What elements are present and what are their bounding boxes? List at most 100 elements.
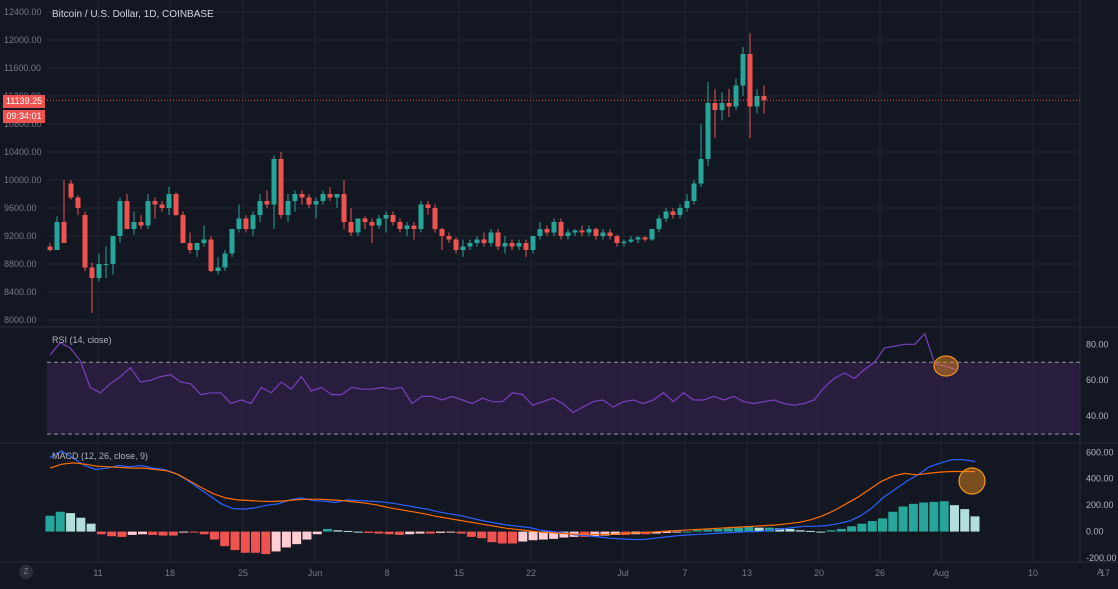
candle-body [607,232,613,236]
macd-histogram-bar [888,511,898,532]
macd-histogram-bar [281,531,291,548]
macd-histogram-bar [528,531,538,541]
candle-body [495,232,501,247]
candle-body [663,211,669,219]
macd-histogram-bar [867,521,877,532]
price-tick-label: 11600.00 [4,63,41,73]
macd-histogram-bar [559,531,569,538]
macd-histogram-bar [477,531,487,539]
macd-histogram-bar [497,531,507,544]
auto-scale-icon[interactable]: A [1096,567,1103,577]
macd-tick-label: 200.00 [1086,500,1114,510]
candle-body [481,239,487,243]
candle-body [159,204,165,208]
macd-histogram-bar [549,531,559,539]
macd-label[interactable]: MACD (12, 26, close, 9) [52,451,149,461]
macd-histogram-bar [374,531,384,534]
candle-body [712,103,718,110]
macd-histogram-bar [816,531,826,533]
macd-histogram-bar [518,531,528,542]
candle-body [250,215,256,229]
candle-body [670,211,676,215]
macd-histogram-bar [723,528,733,532]
macd-histogram-bar [775,528,785,532]
macd-histogram-bar [168,531,178,536]
candle-body [299,194,305,198]
macd-histogram-bar [949,505,959,532]
rsi-label[interactable]: RSI (14, close) [52,335,112,345]
candle-body [747,54,753,107]
candle-body [698,159,704,184]
macd-histogram-bar [693,530,702,532]
candle-body [558,222,564,236]
candle-body [432,208,438,229]
candle-body [677,208,683,215]
macd-histogram-bar [189,531,199,533]
macd-histogram-bar [538,531,548,540]
candle-body [348,222,354,233]
countdown-tag: 09:34:01 [3,110,45,123]
macd-histogram-bar [487,531,497,543]
candle-body [208,239,214,271]
rsi-highlight-circle [933,355,959,377]
macd-histogram-bar [610,531,620,535]
macd-histogram-bar [456,531,466,534]
price-tick-label: 10400.00 [4,147,42,157]
candle-body [621,241,627,243]
macd-histogram-bar [436,531,446,533]
macd-histogram-bar [836,528,846,532]
candle-body [138,222,144,226]
candle-body [292,194,298,201]
current-price-tag: 11139.25 [3,95,45,108]
candle-body [243,218,249,229]
macd-tick-label: 600.00 [1086,447,1114,457]
macd-histogram-bar [271,531,281,552]
macd-histogram-bar [425,531,435,534]
price-tick-label: 12400.00 [4,7,42,17]
macd-histogram-bar [960,509,970,532]
candle-body [761,96,767,101]
candle-body [383,215,389,219]
macd-histogram-bar [230,531,240,551]
price-tick-label: 12000.00 [4,35,42,45]
candles [47,33,1080,313]
macd-histogram-bar [353,531,363,533]
macd-histogram-bar [651,531,661,534]
grid [0,0,1118,563]
rsi-tick-label: 80.00 [1086,339,1109,349]
candle-body [404,225,410,229]
candle-body [327,194,333,198]
candle-body [278,159,284,215]
macd-histogram-bar [857,523,867,532]
timezone-icon[interactable]: Z [19,565,33,579]
macd-histogram-bar [209,531,219,540]
macd-histogram-bar [508,531,517,544]
candle-body [614,236,620,243]
macd-histogram-bar [384,531,394,535]
candle-body [733,85,739,107]
price-tick-label: 10800.00 [4,119,42,129]
rsi-tick-label: 60.00 [1086,375,1109,385]
macd-highlight-circle [958,467,986,495]
macd-histogram-bar [806,530,816,532]
candle-body [656,218,662,229]
macd-histogram-bar [96,531,106,535]
macd-histogram-bar [754,527,764,532]
macd-histogram-bar [744,526,754,532]
candle-body [96,264,102,278]
macd-histogram-bar [919,502,929,532]
macd-histogram-bar [323,528,332,532]
macd-tick-label: 0.00 [1086,527,1104,537]
candle-body [124,201,130,229]
macd-histogram-bar [302,531,312,540]
symbol-title[interactable]: Bitcoin / U.S. Dollar, 1D, COINBASE [52,9,214,20]
macd-histogram-bar [734,527,744,532]
macd-histogram-bar [333,530,343,532]
candle-body [47,246,53,250]
candle-body [397,222,403,229]
price-tick-label: 8000.00 [4,315,37,325]
candle-body [173,194,179,215]
time-tick-label: 8 [384,568,389,578]
candle-body [334,194,340,198]
